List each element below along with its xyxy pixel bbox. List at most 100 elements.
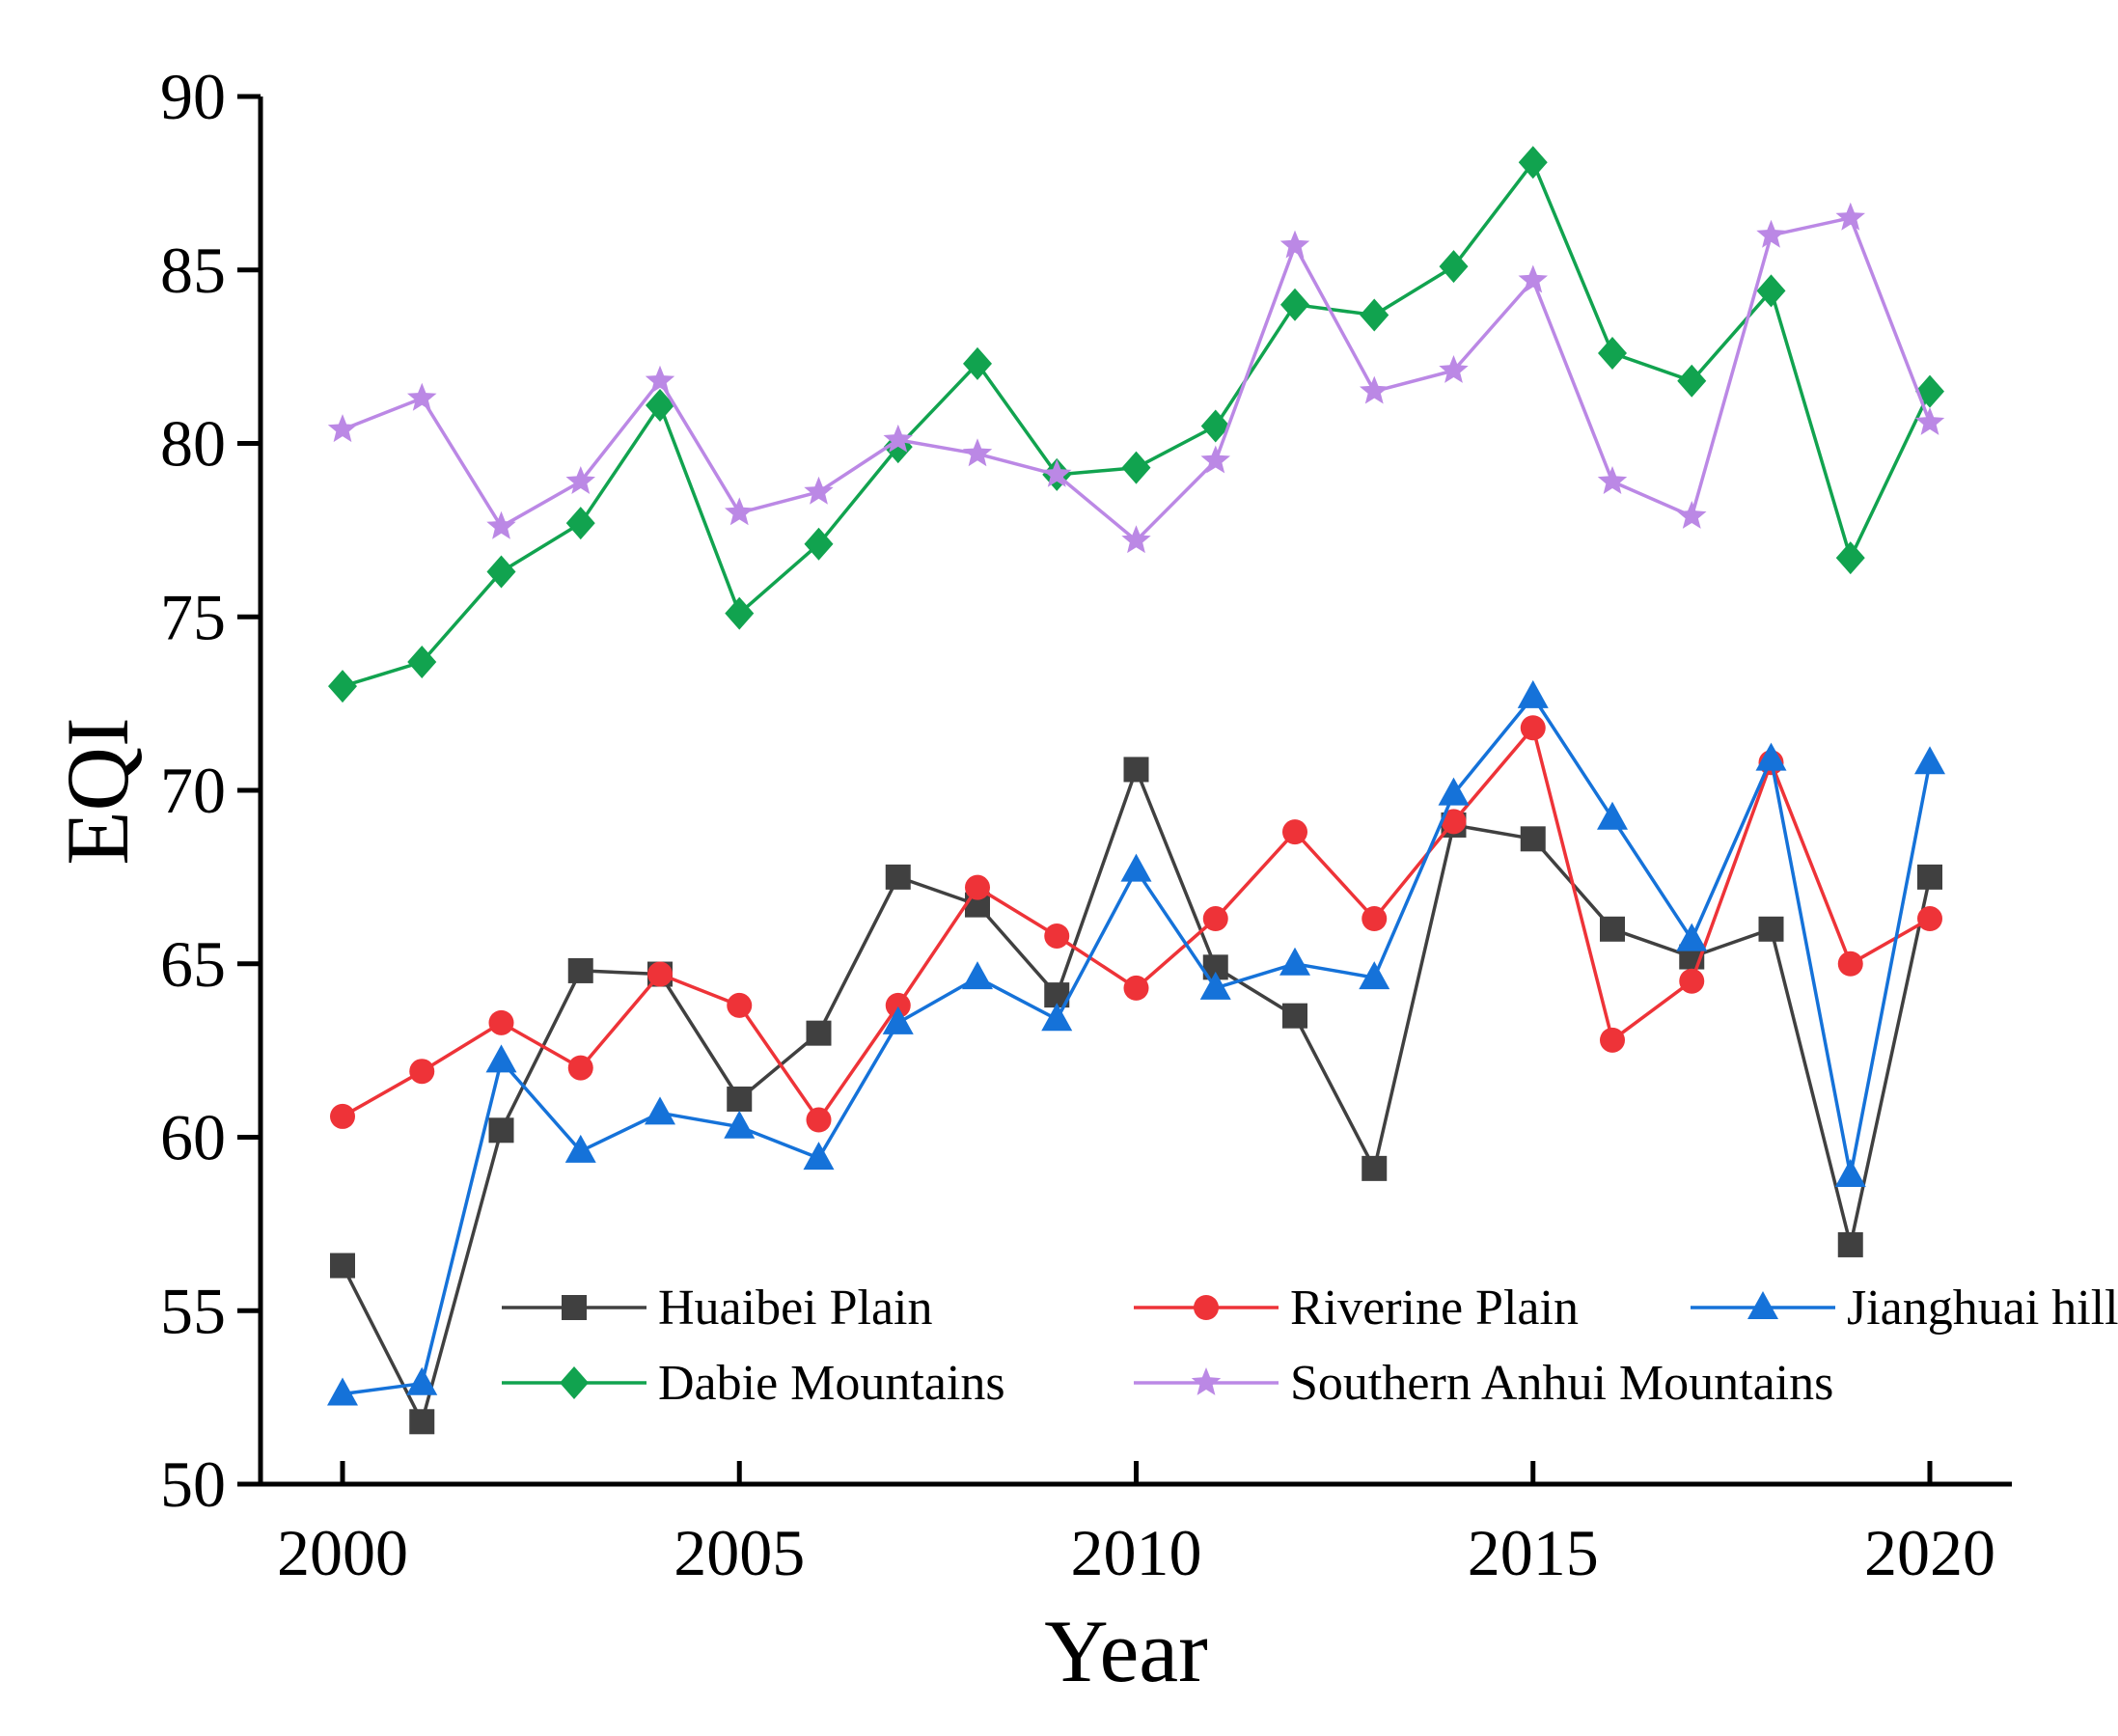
- data-point: [725, 596, 755, 630]
- y-ticks: 50 55 60 65 70 75 80 85 90: [160, 60, 261, 1521]
- data-point: [1837, 951, 1863, 977]
- data-point: [885, 992, 911, 1018]
- data-point: [328, 670, 357, 703]
- data-point: [962, 961, 993, 990]
- data-point: [409, 1409, 435, 1435]
- legend-marker: [560, 1366, 589, 1399]
- x-tick-label: 2005: [674, 1516, 805, 1589]
- y-tick-label: 85: [160, 234, 226, 307]
- y-tick-label: 60: [160, 1101, 226, 1174]
- data-point: [1120, 853, 1152, 882]
- data-point: [804, 527, 834, 561]
- legend-label: Jianghuai hills: [1847, 1281, 2118, 1336]
- series-dabie-mountains: [328, 146, 1944, 703]
- data-point: [727, 992, 753, 1018]
- data-point: [1835, 541, 1865, 575]
- data-point: [327, 414, 358, 443]
- data-point: [1044, 923, 1070, 949]
- data-point: [1677, 364, 1707, 398]
- legend-label: Huaibei Plain: [658, 1281, 933, 1336]
- data-point: [803, 1142, 835, 1171]
- data-point: [727, 1086, 753, 1112]
- y-tick-label: 90: [160, 60, 226, 133]
- data-point: [645, 1096, 675, 1125]
- data-point: [1123, 757, 1149, 783]
- data-point: [1121, 525, 1151, 554]
- axes: 50 55 60 65 70 75 80 85 90 2000 2005 2010 2015 2020: [160, 60, 2012, 1589]
- legend-item-dabie-mountains: Dabie Mountains: [502, 1356, 1005, 1411]
- data-point: [1199, 971, 1231, 1000]
- data-point: [409, 1059, 435, 1085]
- x-tick-label: 2020: [1864, 1516, 1995, 1589]
- data-point: [1439, 250, 1469, 284]
- data-point: [565, 466, 595, 494]
- y-tick-label: 65: [160, 927, 226, 1001]
- data-point: [883, 424, 913, 453]
- data-point: [882, 1006, 914, 1034]
- legend-item-jianghuai-hills: Jianghuai hills: [1691, 1281, 2118, 1336]
- data-point: [1123, 975, 1149, 1001]
- data-point: [1518, 264, 1548, 293]
- data-point: [1914, 746, 1945, 775]
- legend-marker: [1194, 1295, 1219, 1320]
- data-point: [1758, 916, 1784, 942]
- y-tick-label: 70: [160, 754, 226, 827]
- data-point: [1676, 923, 1708, 951]
- data-point: [806, 1107, 832, 1133]
- data-point: [1600, 1027, 1625, 1053]
- data-point: [1837, 1231, 1863, 1257]
- series-line-jianghuai-hills: [342, 695, 1932, 1396]
- data-point: [407, 645, 437, 678]
- series-line-dabie-mountains: [342, 160, 1932, 688]
- data-point: [1279, 947, 1310, 976]
- data-point: [1755, 742, 1787, 771]
- legend-item-southern-anhui-mountains: Southern Anhui Mountains: [1134, 1356, 1833, 1411]
- y-tick-label: 55: [160, 1274, 226, 1347]
- x-tick-label: 2000: [277, 1516, 408, 1589]
- data-point: [804, 476, 834, 505]
- data-point: [488, 1009, 514, 1035]
- legend-marker: [1747, 1291, 1778, 1319]
- data-point: [1279, 230, 1310, 259]
- data-point: [564, 1134, 596, 1163]
- data-point: [1438, 777, 1470, 806]
- data-point: [407, 382, 437, 411]
- data-point: [1360, 375, 1389, 404]
- data-point: [565, 507, 595, 540]
- data-point: [485, 1044, 517, 1073]
- data-point: [567, 1055, 593, 1081]
- y-tick-label: 75: [160, 580, 226, 653]
- y-tick-label: 80: [160, 407, 226, 481]
- data-point: [724, 1110, 756, 1139]
- x-ticks: 2000 2005 2010 2015 2020: [277, 1461, 1995, 1589]
- legend-label: Dabie Mountains: [658, 1356, 1005, 1411]
- data-point: [885, 864, 911, 890]
- data-point: [1439, 355, 1469, 383]
- data-point: [1041, 1003, 1073, 1032]
- x-axis-title: Year: [1044, 1602, 1208, 1700]
- data-point: [1202, 906, 1228, 932]
- data-point: [1917, 906, 1942, 932]
- data-point: [1597, 466, 1628, 494]
- data-point: [1835, 202, 1865, 231]
- data-point: [327, 1377, 358, 1406]
- data-point: [330, 1253, 355, 1279]
- data-point: [406, 1366, 438, 1395]
- data-point: [806, 1020, 832, 1046]
- data-point: [1917, 864, 1942, 890]
- data-point: [963, 346, 992, 380]
- data-point: [1520, 715, 1546, 741]
- data-point: [1360, 298, 1389, 332]
- data-point: [486, 555, 516, 589]
- data-point: [1200, 445, 1230, 474]
- data-point: [1677, 501, 1707, 529]
- data-point: [1121, 451, 1151, 484]
- data-point: [1520, 826, 1546, 852]
- data-point: [965, 874, 990, 900]
- data-point: [1042, 458, 1072, 487]
- data-point: [647, 961, 673, 987]
- data-point: [486, 510, 516, 539]
- data-point: [725, 497, 755, 526]
- data-point: [330, 1103, 355, 1129]
